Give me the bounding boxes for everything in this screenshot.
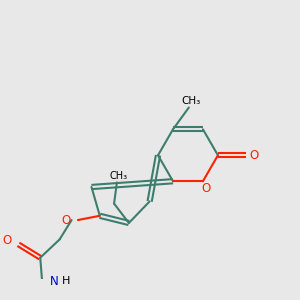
Text: H: H [61,276,70,286]
Text: O: O [250,149,259,162]
Text: O: O [2,234,11,247]
Text: O: O [61,214,71,226]
Text: CH₃: CH₃ [110,171,128,181]
Text: O: O [201,182,210,196]
Text: N: N [50,275,58,288]
Text: CH₃: CH₃ [181,96,200,106]
